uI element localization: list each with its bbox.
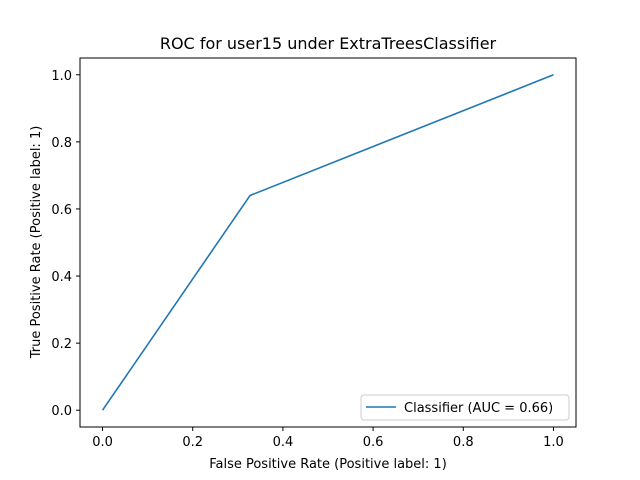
plot-area (101, 74, 554, 411)
legend-label: Classifier (AUC = 0.66) (404, 401, 553, 416)
y-axis-label: True Positive Rate (Positive label: 1) (29, 126, 44, 360)
y-tick-label: 0.0 (51, 404, 72, 419)
x-tick-label: 0.8 (453, 435, 474, 450)
legend: Classifier (AUC = 0.66) (360, 394, 570, 421)
y-tick-label: 0.8 (51, 136, 72, 151)
y-axis: 0.0 0.2 0.4 0.6 0.8 1.0 (51, 69, 80, 419)
y-tick-label: 0.4 (51, 270, 72, 285)
x-tick-label: 0.6 (363, 435, 384, 450)
x-axis: 0.0 0.2 0.4 0.6 0.8 1.0 (92, 427, 564, 450)
y-tick-label: 1.0 (51, 69, 72, 84)
roc-curve-line (101, 74, 554, 411)
y-tick-label: 0.2 (51, 337, 72, 352)
x-tick-label: 0.2 (182, 435, 203, 450)
x-tick-label: 1.0 (543, 435, 564, 450)
x-tick-label: 0.4 (273, 435, 294, 450)
plot-frame (79, 57, 577, 428)
y-tick-label: 0.6 (51, 203, 72, 218)
legend-box (360, 394, 570, 421)
x-tick-label: 0.0 (92, 435, 113, 450)
x-axis-label: False Positive Rate (Positive label: 1) (209, 457, 447, 472)
chart-title: ROC for user15 under ExtraTreesClassifie… (160, 34, 497, 53)
